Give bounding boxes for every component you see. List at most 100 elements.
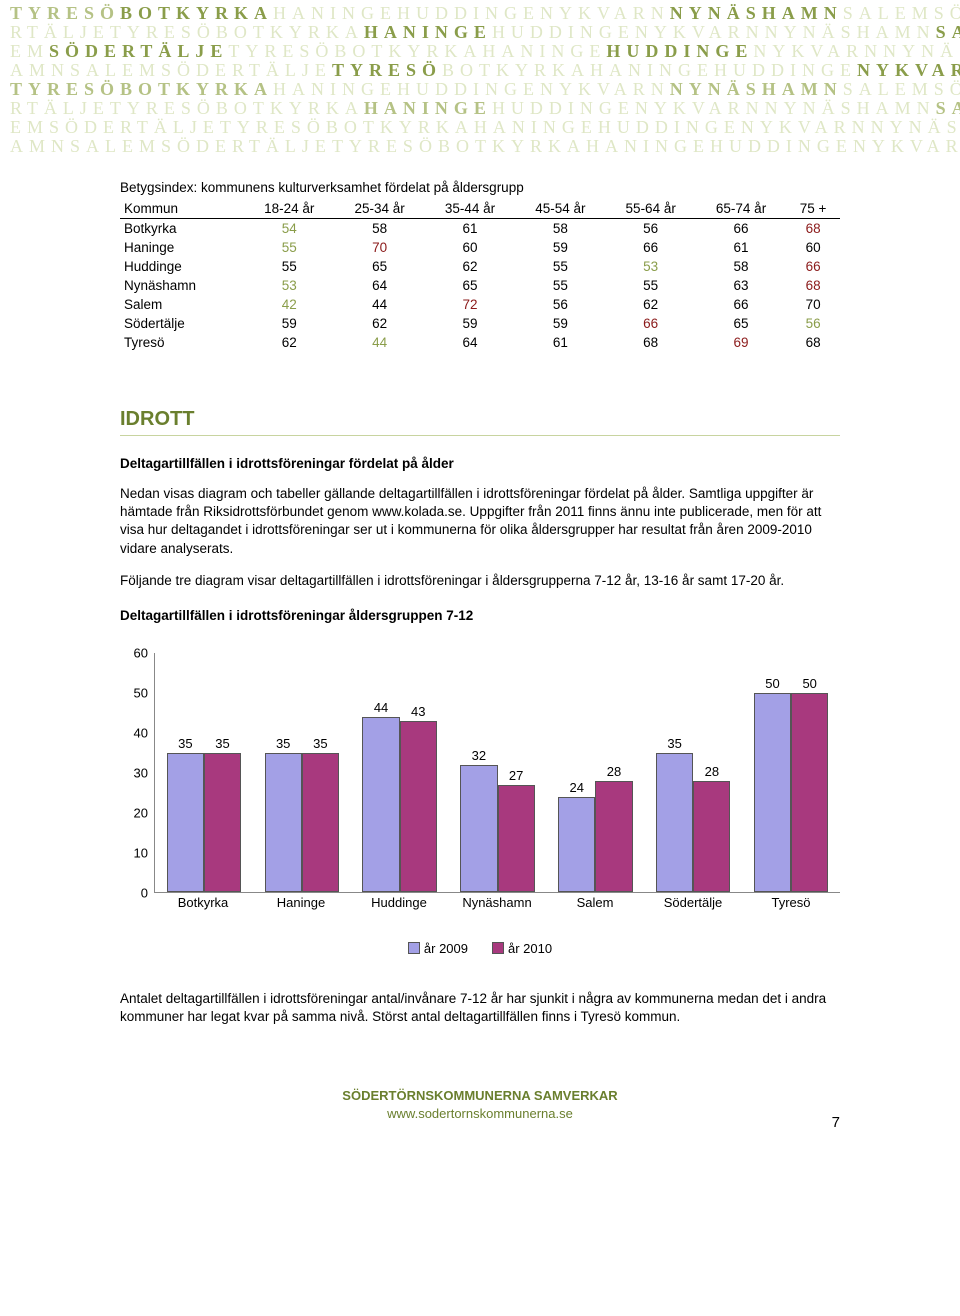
paragraph-diagrams-note: Följande tre diagram visar deltagartillf… [120,572,840,590]
cell: 56 [786,314,840,333]
closing-paragraph: Antalet deltagartillfällen i idrottsföre… [120,990,840,1026]
cell: 72 [425,295,515,314]
cell: 70 [334,238,424,257]
bar-value-label: 35 [667,736,681,751]
col-header: 45-54 år [515,199,605,219]
table-row: Nynäshamn53646555556368 [120,276,840,295]
chart-group: 44 43 [351,653,449,892]
cell: 42 [244,295,334,314]
cell: 65 [334,257,424,276]
x-tick-label: Haninge [252,895,350,910]
chart-group: 35 35 [155,653,253,892]
cell: 56 [515,295,605,314]
y-tick-label: 0 [141,886,148,901]
bar-value-label: 27 [509,768,523,783]
cell: 60 [786,238,840,257]
col-header: 18-24 år [244,199,334,219]
bar: 28 [595,781,632,893]
bar-value-label: 35 [313,736,327,751]
chart-group: 3227 [449,653,547,892]
cell: 62 [244,333,334,352]
x-tick-label: Huddinge [350,895,448,910]
bar: 43 [400,721,437,892]
cell: 44 [334,333,424,352]
cell: 66 [606,314,696,333]
legend-swatch [408,942,420,954]
cell: 55 [244,238,334,257]
cell: 69 [696,333,786,352]
bar-value-label: 44 [374,700,388,715]
table-row: Södertälje59625959666556 [120,314,840,333]
bar-value-label: 24 [570,780,584,795]
bar: 28 [693,781,730,893]
cell: 58 [515,219,605,239]
row-name: Salem [120,295,244,314]
cell: 62 [334,314,424,333]
bar-chart-7-12: 0102030405060 35353535444332272428352850… [120,653,840,956]
bar-value-label: 35 [178,736,192,751]
bar-value-label: 43 [411,704,425,719]
bar: 24 [558,797,595,893]
bar-value-label: 50 [765,676,779,691]
paragraph-intro: Nedan visas diagram och tabeller gälland… [120,485,840,558]
table-row: Salem42447256626670 [120,295,840,314]
bar: 35 [302,753,339,892]
cell: 66 [606,238,696,257]
col-header: 75 + [786,199,840,219]
cell: 70 [786,295,840,314]
cell: 61 [515,333,605,352]
chart-legend: år 2009år 2010 [120,941,840,956]
cell: 65 [696,314,786,333]
cell: 44 [334,295,424,314]
cell: 65 [425,276,515,295]
col-header: 65-74 år [696,199,786,219]
y-tick-label: 50 [134,686,148,701]
cell: 55 [515,257,605,276]
cell: 66 [696,295,786,314]
x-tick-label: Tyresö [742,895,840,910]
bar: 35 [656,753,693,892]
cell: 53 [606,257,696,276]
y-tick-label: 10 [134,846,148,861]
cell: 59 [515,238,605,257]
cell: 66 [786,257,840,276]
y-tick-label: 30 [134,766,148,781]
bar-value-label: 28 [705,764,719,779]
footer-line1: SÖDERTÖRNSKOMMUNERNA SAMVERKAR [120,1087,840,1105]
cell: 59 [515,314,605,333]
cell: 68 [786,333,840,352]
page-footer: SÖDERTÖRNSKOMMUNERNA SAMVERKAR www.soder… [120,1087,840,1163]
col-header: 25-34 år [334,199,424,219]
cell: 58 [696,257,786,276]
cell: 61 [425,219,515,239]
cell: 64 [334,276,424,295]
chart-group: 3535 [253,653,351,892]
bar: 32 [460,765,497,892]
section-heading-idrott: IDROTT [120,408,840,436]
x-tick-label: Nynäshamn [448,895,546,910]
age-index-table: Kommun18-24 år25-34 år35-44 år45-54 år55… [120,199,840,352]
town-names-banner: TYRESÖBOTKYRKAHANINGEHUDDINGENYKVARNNYNÄ… [0,0,960,170]
cell: 53 [244,276,334,295]
cell: 59 [244,314,334,333]
row-name: Botkyrka [120,219,244,239]
y-tick-label: 20 [134,806,148,821]
row-name: Haninge [120,238,244,257]
col-header: Kommun [120,199,244,219]
bar: 35 [204,753,241,892]
cell: 68 [786,219,840,239]
bar: 50 [791,693,828,892]
chart-group: 2428 [546,653,644,892]
table-row: Tyresö62446461686968 [120,333,840,352]
bar: 27 [498,785,535,893]
cell: 62 [425,257,515,276]
legend-item: år 2010 [492,941,552,956]
cell: 59 [425,314,515,333]
bar: 35 [265,753,302,892]
row-name: Tyresö [120,333,244,352]
bar-value-label: 35 [215,736,229,751]
legend-swatch [492,942,504,954]
cell: 62 [606,295,696,314]
cell: 55 [244,257,334,276]
table-row: Botkyrka54586158566668 [120,219,840,239]
